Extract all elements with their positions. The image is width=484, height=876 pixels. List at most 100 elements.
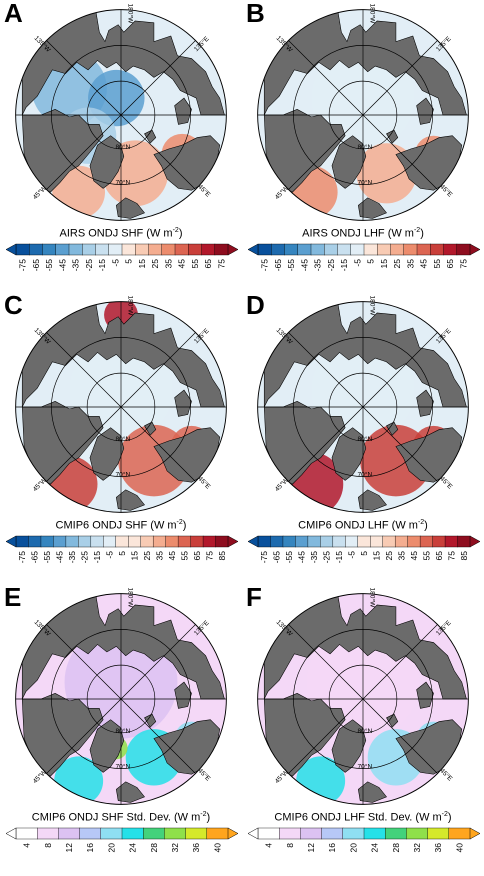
colorbar-tick-label: 35: [154, 551, 164, 561]
colorbar-swatch: [202, 535, 217, 548]
colorbar-swatch: [206, 827, 229, 840]
colorbar-tick-label: 25: [384, 551, 394, 561]
colorbar-tick-label: 45: [177, 259, 187, 269]
colorbar-units: W m: [391, 227, 414, 240]
colorbar-swatch: [185, 827, 208, 840]
colorbar-tick-label: 20: [106, 843, 116, 853]
colorbar-tick-label: -65: [30, 551, 40, 564]
colorbar-tick-label: 75: [204, 551, 214, 561]
lon-label-45e: 45°E: [196, 183, 212, 199]
colorbar-tick-label: -65: [273, 259, 283, 272]
colorbar-tick-label: 85: [459, 551, 469, 561]
colorbar-swatch: [407, 535, 421, 548]
lat-label-70n: 70°N: [116, 763, 131, 771]
colorbar-tick-label: 25: [142, 551, 152, 561]
colorbar-swatch: [444, 535, 459, 548]
lat-label-80n: 80°N: [116, 143, 131, 151]
colorbar-max-arrow: [469, 243, 481, 256]
colorbar-swatch: [68, 243, 83, 256]
colorbar-tick-label: -25: [80, 551, 90, 564]
colorbar: -75 -65 -55 -45 -35 -25 -15 -5 5 15 25 35 45 55 65 75: [5, 243, 239, 272]
colorbar-tick-label: -75: [18, 259, 28, 272]
colorbar-units: W m: [395, 519, 418, 532]
colorbar-tick-label: 16: [327, 843, 337, 853]
colorbar: -75 -65 -55 -45 -35 -25 -15 -5 5 15 25 35 45 55 65 75 85: [247, 535, 481, 564]
lat-label-80n: 80°N: [358, 435, 373, 443]
colorbar-tick-label: 5: [359, 551, 369, 556]
colorbar-swatch: [307, 535, 321, 548]
colorbar-swatch: [443, 243, 458, 256]
colorbar-tick-label: 32: [412, 843, 422, 853]
colorbar-swatch: [121, 827, 144, 840]
colorbar-min-arrow: [5, 243, 17, 256]
colorbar-min-arrow: [247, 243, 259, 256]
map-panel-c: 180°W 135°W 135°E 45°W 45°E 80°N 70°N C CMIP6 ON…: [0, 292, 242, 584]
colorbar-tick-label: -75: [17, 551, 27, 564]
colorbar-swatch: [257, 827, 280, 840]
lon-label-180: 180°W: [127, 4, 135, 24]
colorbar-swatch: [140, 535, 154, 548]
colorbar-swatch: [100, 827, 123, 840]
colorbar-swatch: [394, 535, 409, 548]
colorbar-min-arrow: [247, 535, 259, 548]
colorbar-tick-label: 40: [454, 843, 464, 853]
colorbar-swatch: [37, 827, 59, 840]
colorbar-swatch: [28, 535, 42, 548]
map-panel-f: 180°W 135°W 135°E 45°W 45°E 80°N 70°N F CMIP6 ON…: [242, 584, 484, 876]
colorbar-swatch: [15, 535, 29, 548]
colorbar-tick-label: 16: [85, 843, 95, 853]
lon-label-45e: 45°E: [438, 475, 454, 491]
colorbar-tick-label: 36: [433, 843, 443, 853]
colorbar-swatch: [174, 243, 189, 256]
colorbar-min-arrow: [5, 535, 17, 548]
colorbar-min-arrow: [247, 827, 259, 840]
colorbar-tick-label: -65: [31, 259, 41, 272]
colorbar-units: W m: [419, 811, 442, 824]
colorbar-swatch: [350, 243, 365, 256]
colorbar-title: AIRS ONDJ SHF (W m-2): [59, 227, 183, 240]
colorbar-swatch: [297, 243, 312, 256]
colorbar-swatch: [342, 827, 365, 840]
colorbar-title-text: AIRS ONDJ LHF (: [302, 227, 392, 240]
colorbar-swatch: [161, 243, 176, 256]
colorbar-swatch: [201, 243, 216, 256]
colorbar-tick-label: -35: [313, 259, 323, 272]
colorbar-tick-label: 85: [217, 551, 227, 561]
lat-label-80n: 80°N: [116, 727, 131, 735]
lon-label-45e: 45°E: [438, 767, 454, 783]
colorbar-swatch: [29, 243, 44, 256]
lon-label-45e: 45°E: [196, 767, 212, 783]
colorbar-swatch: [345, 535, 359, 548]
colorbar-swatch: [108, 243, 123, 256]
colorbar-swatch: [257, 243, 272, 256]
panel-label: D: [246, 290, 265, 320]
colorbar-tick-label: -5: [347, 551, 357, 559]
colorbar-units-exponent: -2: [413, 227, 421, 234]
colorbar-swatch: [82, 243, 97, 256]
colorbar-tick-label: 12: [64, 843, 74, 853]
colorbar-swatch: [215, 535, 229, 548]
lat-label-70n: 70°N: [116, 471, 131, 479]
colorbar-tick-label: 55: [432, 259, 442, 269]
colorbar-tick-label: 35: [163, 259, 173, 269]
colorbar-tick-label: -45: [57, 259, 67, 272]
colorbar-swatch: [152, 535, 167, 548]
colorbar-tick-label: 32: [170, 843, 180, 853]
colorbar-tick-label: 65: [445, 259, 455, 269]
colorbar-swatch: [165, 535, 179, 548]
colorbar-tick-label: -15: [92, 551, 102, 564]
colorbar-tick-label: 15: [371, 551, 381, 561]
colorbar-tick-label: -25: [322, 551, 332, 564]
colorbar-tick-label: -55: [286, 259, 296, 272]
colorbar-units-exponent: -2: [172, 227, 179, 234]
lat-label-70n: 70°N: [116, 179, 131, 187]
colorbar: -75 -65 -55 -45 -35 -25 -15 -5 5 15 25 35 45 55 65 75 85: [5, 535, 239, 564]
colorbar-swatch: [95, 243, 110, 256]
colorbar-swatch: [282, 535, 296, 548]
colorbar-max-arrow: [227, 243, 239, 256]
colorbar-tick-label: 45: [409, 551, 419, 561]
colorbar-max-arrow: [227, 827, 239, 840]
colorbar-title: CMIP6 ONDJ LHF Std. Dev. (W m-2): [274, 811, 452, 824]
